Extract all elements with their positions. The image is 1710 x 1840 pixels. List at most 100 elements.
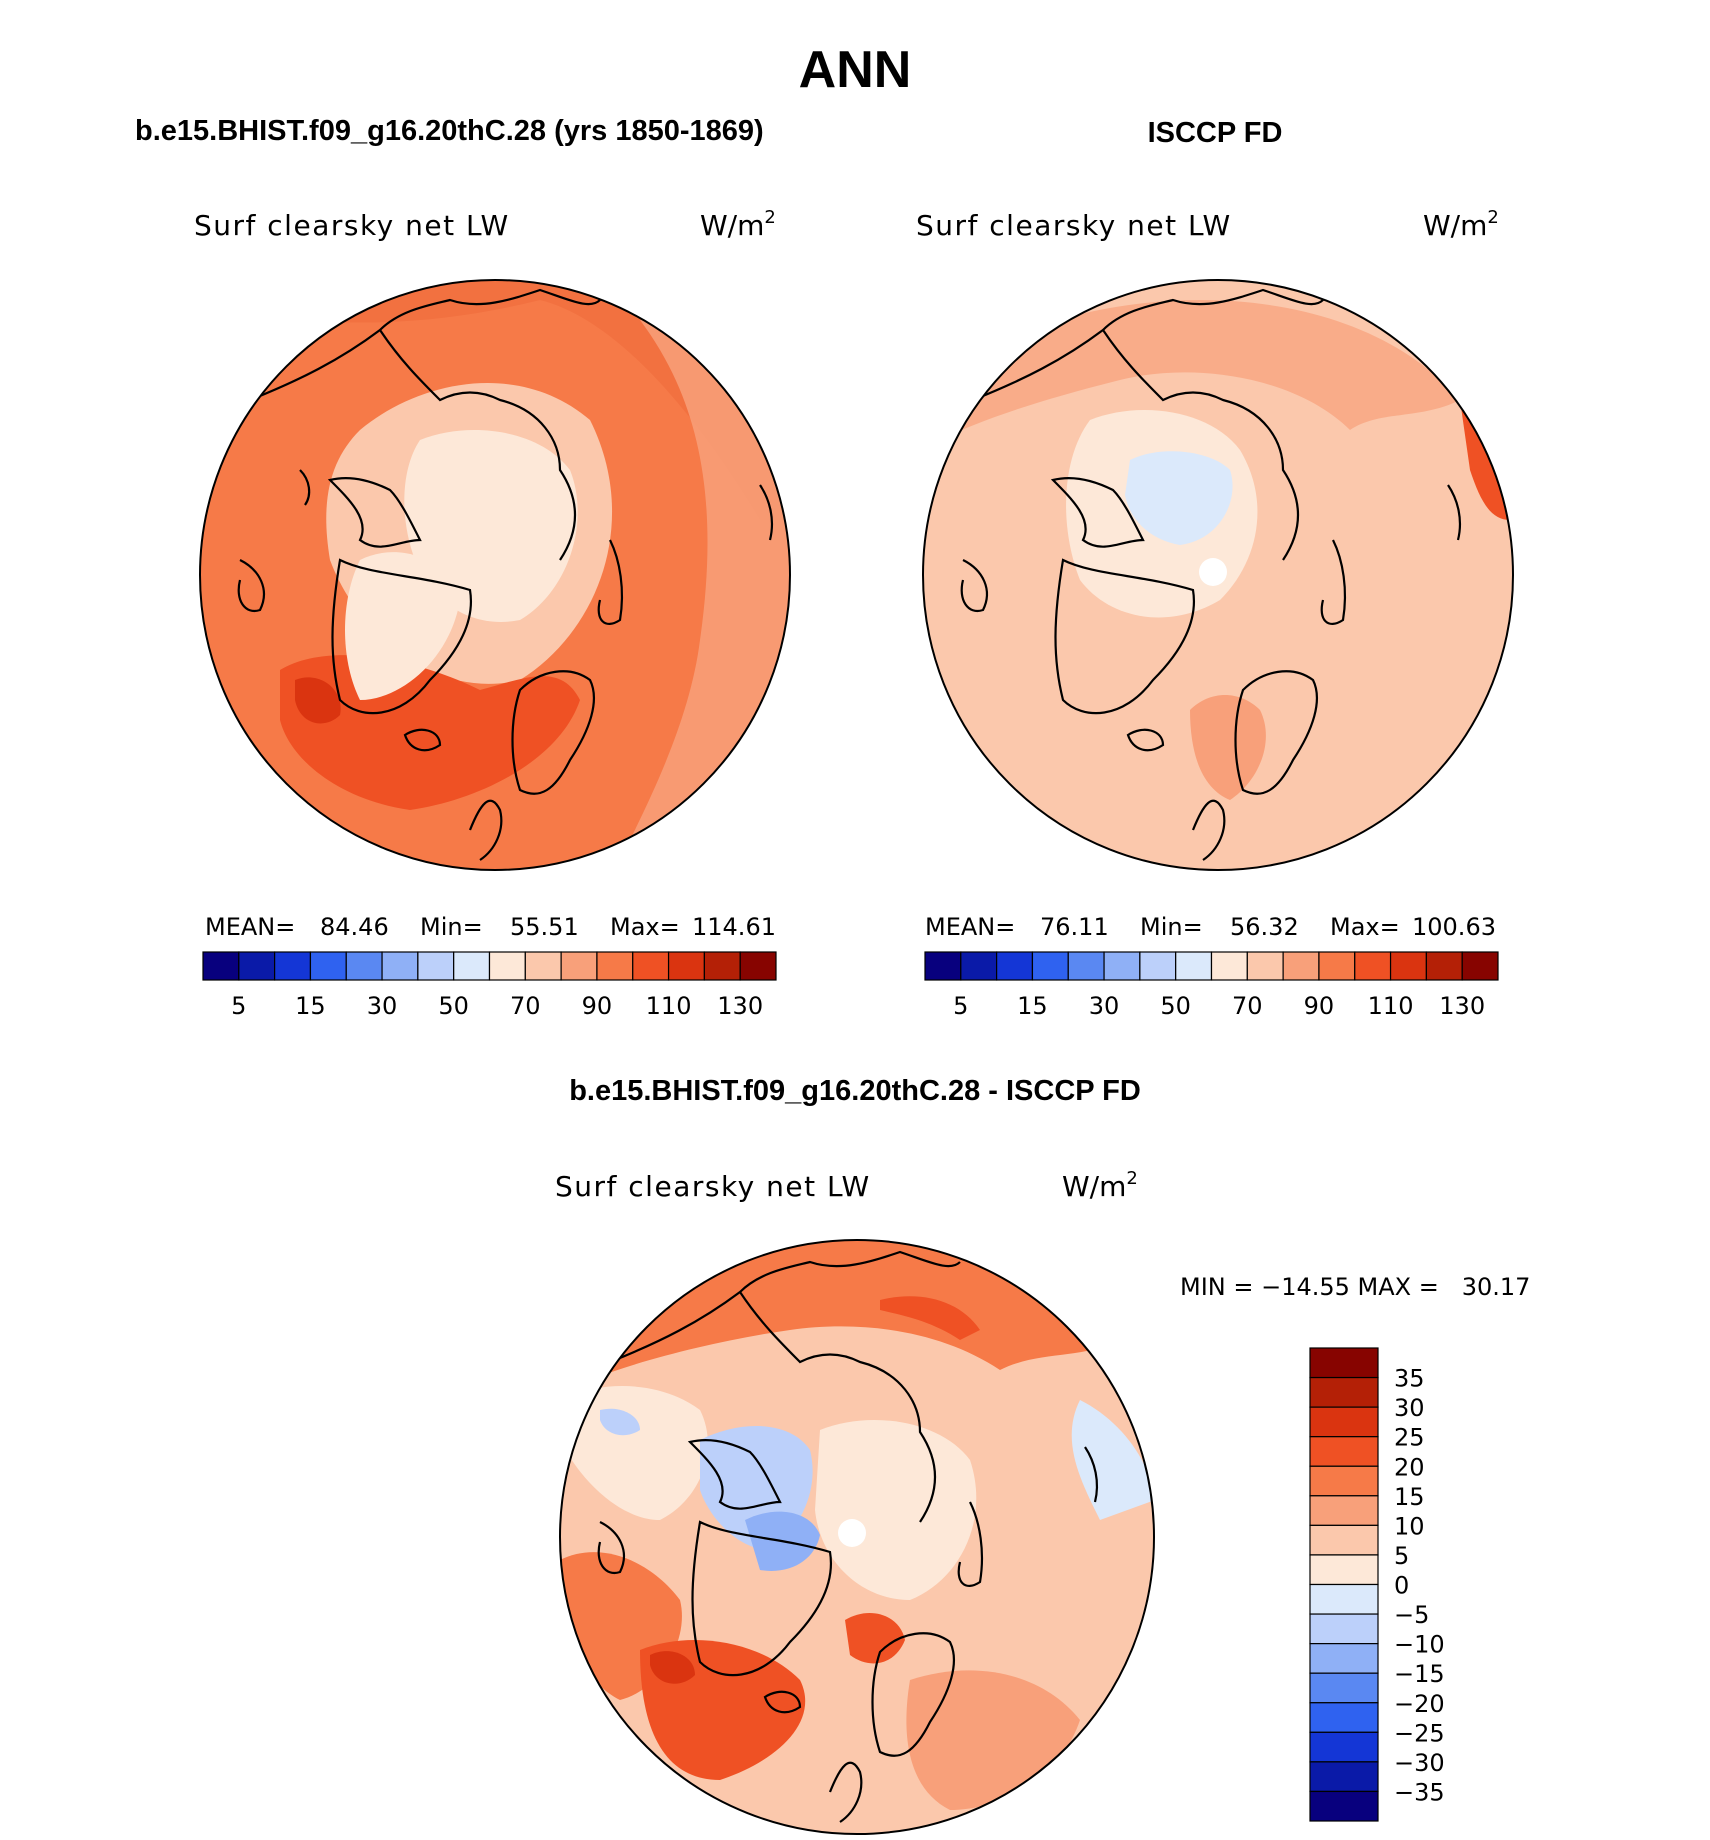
model-field-band-north bbox=[200, 280, 790, 520]
diff-map bbox=[559, 1239, 1155, 1835]
model-colorbar-swatch bbox=[381, 951, 419, 981]
obs-colorbar-swatch bbox=[1031, 951, 1069, 981]
diff-field-zone-pole bbox=[815, 1420, 977, 1600]
obs-colorbar-swatch bbox=[1354, 951, 1392, 981]
diff-colorbar-tick-label: 0 bbox=[1394, 1572, 1409, 1600]
diff-colorbar-swatch bbox=[1309, 1465, 1379, 1497]
model-colorbar: 5 15 30 50 70 90 110 130 bbox=[202, 951, 777, 1020]
diff-colorbar-swatch bbox=[1309, 1613, 1379, 1645]
obs-map-boundary bbox=[922, 279, 1514, 871]
diff-field-zone-cold-west bbox=[600, 1408, 640, 1436]
diff-panel-header: b.e15.BHIST.f09_g16.20thC.28 - ISCCP FD bbox=[569, 1075, 1141, 1107]
diff-coastlines bbox=[597, 1250, 1099, 1823]
obs-field-hotspot-east bbox=[1460, 400, 1511, 520]
model-min-value: 55.51 bbox=[510, 913, 579, 941]
diff-colorbar-tick-label: −5 bbox=[1394, 1601, 1429, 1629]
obs-colorbar-tick-label: 130 bbox=[1439, 992, 1485, 1020]
obs-max-value: 100.63 bbox=[1412, 913, 1496, 941]
obs-map bbox=[922, 279, 1514, 871]
model-mean-value: 84.46 bbox=[320, 913, 389, 941]
obs-max-label: Max= bbox=[1330, 913, 1400, 941]
diff-colorbar-tick-label: 30 bbox=[1394, 1394, 1425, 1422]
model-max-label: Max= bbox=[610, 913, 680, 941]
obs-variable-label: Surf clearsky net LW bbox=[916, 209, 1232, 242]
model-colorbar-swatch bbox=[703, 951, 741, 981]
diff-pole-hole bbox=[838, 1519, 866, 1547]
diff-field-zone-barents bbox=[845, 1612, 905, 1664]
diff-colorbar-swatch bbox=[1309, 1376, 1379, 1408]
obs-colorbar-tick-label: 90 bbox=[1304, 992, 1335, 1020]
obs-colorbar-swatch bbox=[1389, 951, 1427, 981]
diff-colorbar-swatch bbox=[1309, 1406, 1379, 1438]
obs-colorbar-swatch bbox=[960, 951, 998, 981]
obs-colorbar-swatch bbox=[1067, 951, 1105, 981]
model-colorbar-tick-label: 30 bbox=[367, 992, 398, 1020]
diff-colorbar-tick-label: −15 bbox=[1394, 1660, 1445, 1688]
model-units-label: W/m2 bbox=[700, 207, 776, 242]
obs-colorbar-swatch bbox=[1246, 951, 1284, 981]
model-colorbar-swatch bbox=[632, 951, 670, 981]
model-colorbar-tick-label: 50 bbox=[438, 992, 469, 1020]
model-mean-label: MEAN= bbox=[205, 913, 295, 941]
model-min-label: Min= bbox=[420, 913, 483, 941]
obs-colorbar-tick-label: 15 bbox=[1017, 992, 1048, 1020]
model-colorbar-tick-label: 130 bbox=[717, 992, 763, 1020]
model-map bbox=[199, 279, 791, 871]
model-colorbar-swatch bbox=[417, 951, 455, 981]
diff-colorbar-tick-label: 35 bbox=[1394, 1365, 1425, 1393]
model-field-greenland bbox=[345, 552, 460, 700]
obs-stats: MEAN= 76.11 Min= 56.32 Max= 100.63 bbox=[925, 913, 1496, 941]
diff-colorbar-tick-label: 25 bbox=[1394, 1424, 1425, 1452]
model-colorbar-swatch bbox=[560, 951, 598, 981]
obs-pole-hole bbox=[1199, 558, 1227, 586]
model-variable-label: Surf clearsky net LW bbox=[194, 209, 510, 242]
model-colorbar-swatch bbox=[667, 951, 705, 981]
obs-field-zone-scandinavia bbox=[1190, 695, 1266, 800]
diff-colorbar-tick-label: −30 bbox=[1394, 1749, 1445, 1777]
diff-colorbar-tick-label: −10 bbox=[1394, 1631, 1445, 1659]
obs-colorbar-tick-label: 30 bbox=[1089, 992, 1120, 1020]
diff-units-base: W/m bbox=[1062, 1170, 1126, 1203]
model-colorbar-swatch bbox=[345, 951, 383, 981]
diff-colorbar-tick-label: 15 bbox=[1394, 1483, 1425, 1511]
model-map-boundary bbox=[199, 279, 791, 871]
obs-units-label: W/m2 bbox=[1423, 207, 1499, 242]
diff-colorbar-swatch bbox=[1309, 1436, 1379, 1467]
obs-mean-value: 76.11 bbox=[1040, 913, 1109, 941]
diff-colorbar-swatch bbox=[1309, 1583, 1379, 1615]
obs-colorbar-tick-label: 50 bbox=[1160, 992, 1191, 1020]
diff-colorbar-swatch bbox=[1309, 1702, 1379, 1733]
diff-colorbar-swatch bbox=[1309, 1731, 1379, 1763]
obs-colorbar-swatch bbox=[996, 951, 1034, 981]
obs-colorbar-swatch bbox=[924, 951, 962, 981]
obs-colorbar-swatch bbox=[1175, 951, 1213, 981]
diff-colorbar-swatch bbox=[1309, 1524, 1379, 1556]
diff-colorbar-tick-label: −20 bbox=[1394, 1690, 1445, 1718]
obs-colorbar: 5 15 30 50 70 90 110 130 bbox=[924, 951, 1499, 1020]
obs-colorbar-swatch bbox=[1425, 951, 1463, 981]
obs-min-label: Min= bbox=[1140, 913, 1203, 941]
model-coastlines bbox=[237, 288, 774, 861]
model-colorbar-swatch bbox=[596, 951, 634, 981]
diff-units-label: W/m2 bbox=[1062, 1168, 1138, 1203]
diff-map-boundary bbox=[559, 1239, 1155, 1835]
obs-colorbar-swatch bbox=[1103, 951, 1141, 981]
model-field-zone-pole bbox=[404, 430, 578, 622]
model-colorbar-swatch bbox=[202, 951, 240, 981]
obs-colorbar-tick-label: 110 bbox=[1368, 992, 1414, 1020]
diff-field-hotspot-north bbox=[880, 1296, 980, 1340]
diff-colorbar-swatch bbox=[1309, 1554, 1379, 1586]
obs-colorbar-swatch bbox=[1282, 951, 1320, 981]
obs-panel-header: ISCCP FD bbox=[1148, 117, 1283, 149]
obs-field-band-north bbox=[930, 300, 1460, 440]
diff-variable-label: Surf clearsky net LW bbox=[555, 1170, 871, 1203]
obs-colorbar-swatch bbox=[1139, 951, 1177, 981]
obs-min-value: 56.32 bbox=[1230, 913, 1299, 941]
obs-mean-label: MEAN= bbox=[925, 913, 1015, 941]
obs-field-zone-cold bbox=[1125, 451, 1233, 545]
model-colorbar-tick-label: 90 bbox=[582, 992, 613, 1020]
model-panel-header: b.e15.BHIST.f09_g16.20thC.28 (yrs 1850-1… bbox=[135, 115, 764, 147]
obs-colorbar-swatch bbox=[1461, 951, 1499, 981]
diff-minmax: MIN = −14.55 MAX = 30.17 bbox=[1180, 1273, 1530, 1301]
